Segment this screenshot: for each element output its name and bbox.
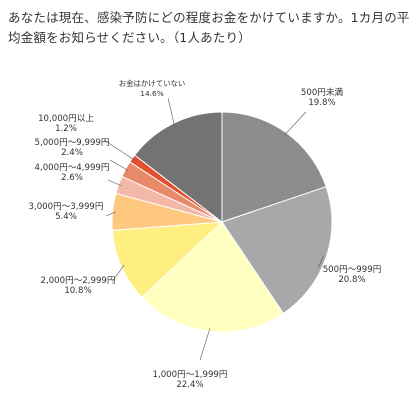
slice-value-5: 2.6%: [61, 173, 83, 183]
slice-label-0: 500円未満: [301, 86, 344, 98]
pie-slice-0: [221, 111, 327, 223]
pie-slice-8: [133, 111, 223, 224]
leader-line-8: [167, 97, 175, 127]
slice-value-8: 14.6%: [140, 89, 163, 98]
slice-value-6: 2.4%: [61, 148, 83, 158]
leader-line-3: [111, 264, 125, 283]
leader-line-0: [284, 111, 307, 136]
slice-value-3: 10.8%: [64, 286, 91, 296]
leader-line-1: [317, 256, 324, 269]
pie-slice-3: [111, 221, 224, 299]
leader-line-6: [109, 159, 129, 171]
slice-value-0: 19.8%: [308, 98, 335, 108]
slice-label-1: 500円〜999円: [323, 264, 382, 275]
slice-value-1: 20.8%: [338, 275, 365, 285]
chart-title: あなたは現在、感染予防にどの程度お金をかけていますか。1カ月の平均金額をお知らせ…: [8, 10, 410, 45]
leader-line-2: [199, 328, 211, 361]
leader-line-5: [107, 179, 122, 187]
slice-value-2: 22.4%: [176, 380, 203, 390]
slice-label-6: 5,000円〜9,999円: [35, 137, 110, 148]
slice-label-7: 10,000円以上: [38, 113, 94, 124]
leader-lines: [103, 97, 324, 361]
slice-value-4: 5.4%: [55, 212, 77, 222]
pie-slice-1: [221, 186, 333, 315]
slice-label-2: 1,000円〜1,999円: [153, 369, 228, 380]
slice-label-5: 4,000円〜4,999円: [35, 162, 110, 173]
pie-slice-2: [141, 221, 284, 333]
slice-value-7: 1.2%: [55, 124, 77, 134]
leader-line-7: [103, 139, 135, 161]
slice-label-3: 2,000円〜2,999円: [41, 275, 116, 286]
pie-slices: [111, 111, 333, 333]
leader-line-4: [105, 211, 116, 217]
slice-label-4: 3,000円〜3,999円: [29, 201, 104, 212]
slice-label-8: お金はかけていない: [119, 79, 186, 88]
